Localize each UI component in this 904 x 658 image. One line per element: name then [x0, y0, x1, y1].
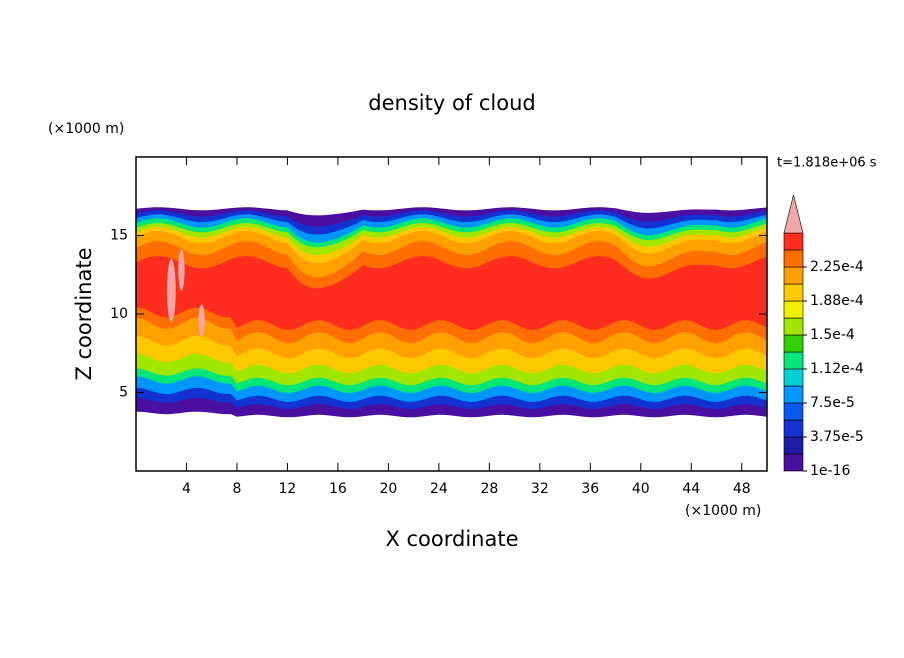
colorbar-swatch [783, 419, 804, 438]
x-tick-label: 40 [632, 481, 650, 497]
colorbar-tick-label: 1.5e-4 [810, 327, 855, 343]
contour-band [136, 256, 767, 330]
y-unit: (×1000 m) [48, 121, 124, 137]
x-tick-label: 28 [480, 481, 498, 497]
x-tick-label: 36 [581, 481, 599, 497]
y-tick-label: 5 [119, 385, 128, 401]
y-tick-label: 15 [110, 228, 128, 244]
colorbar-swatch [783, 351, 804, 370]
y-axis-label: Z coordinate [72, 247, 96, 380]
x-tick-label: 16 [329, 481, 347, 497]
x-tick-label: 12 [279, 481, 297, 497]
colorbar-swatch [783, 334, 804, 353]
contour-peak [198, 304, 205, 336]
colorbar-swatch [783, 283, 804, 302]
contour-peak [178, 249, 185, 291]
colorbar-swatch [783, 317, 804, 336]
x-tick-label: 8 [232, 481, 241, 497]
time-label: t=1.818e+06 s [777, 156, 877, 171]
x-tick-label: 48 [733, 481, 751, 497]
colorbar-swatch [783, 232, 804, 251]
colorbar-extend [783, 194, 804, 234]
colorbar-swatch [783, 453, 804, 472]
colorbar-tick-label: 7.5e-5 [810, 395, 855, 411]
x-unit: (×1000 m) [685, 503, 761, 519]
colorbar-tick-label: 1e-16 [810, 463, 850, 479]
colorbar-swatch [783, 402, 804, 421]
x-axis-label: X coordinate [385, 527, 518, 551]
colorbar-tick-label: 1.12e-4 [810, 361, 864, 377]
colorbar-swatch [783, 385, 804, 404]
field [136, 207, 767, 418]
colorbar-swatch [783, 266, 804, 285]
y-tick-label: 10 [110, 306, 128, 322]
x-tick-label: 20 [379, 481, 397, 497]
colorbar-swatch [783, 368, 804, 387]
x-tick-label: 32 [531, 481, 549, 497]
contour-peak [166, 259, 176, 322]
x-tick-label: 44 [682, 481, 700, 497]
x-tick-label: 4 [182, 481, 191, 497]
chart-title: density of cloud [368, 91, 535, 115]
x-tick-label: 24 [430, 481, 448, 497]
colorbar-swatch [783, 249, 804, 268]
colorbar-swatch [783, 300, 804, 319]
colorbar-tick-label: 3.75e-5 [810, 429, 864, 445]
colorbar-tick-label: 1.88e-4 [810, 293, 864, 309]
colorbar-swatch [783, 436, 804, 455]
colorbar-tick-label: 2.25e-4 [810, 259, 864, 275]
